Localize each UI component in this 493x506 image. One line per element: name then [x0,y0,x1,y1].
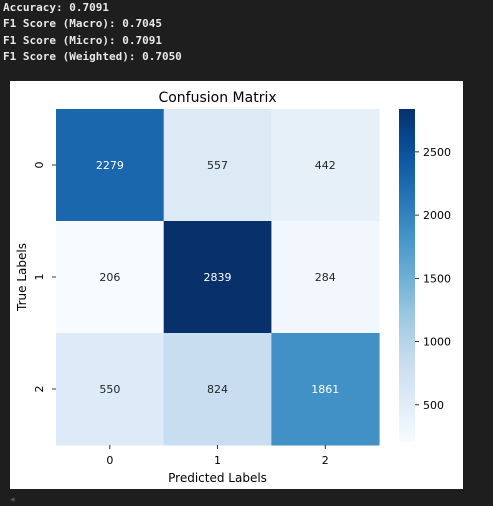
heatmap-cell [271,109,380,222]
cell-value-label: 557 [207,159,228,172]
x-tick-label: 2 [322,454,329,467]
colorbar [399,109,415,442]
colorbar-tick-label: 2000 [423,209,451,222]
heatmap-cell [163,333,272,446]
heatmap-cell [56,221,165,334]
confusion-matrix-figure: Confusion Matrix 2279 557 442 206 2839 284 550 8… [10,81,463,489]
cell-value-label: 442 [315,159,336,172]
heatmap-cell [163,221,272,334]
y-tick-label: 1 [33,274,46,281]
colorbar-tick-label: 500 [423,399,444,412]
colorbar-tick-label: 1000 [423,336,451,349]
x-tick-label: 1 [214,454,221,467]
cell-value-label: 2839 [204,271,232,284]
output-console: Accuracy: 0.7091 F1 Score (Macro): 0.704… [3,0,483,65]
accuracy-line: Accuracy: 0.7091 [3,1,109,14]
y-tick-label: 2 [33,386,46,393]
y-tick-label: 0 [33,162,46,169]
f1-micro-line: F1 Score (Micro): 0.7091 [3,33,162,47]
colorbar-tick-label: 2500 [423,146,451,159]
scroll-left-icon[interactable]: ◂ [10,495,15,505]
f1-weighted-line: F1 Score (Weighted): 0.7050 [3,49,182,63]
f1-macro-line: F1 Score (Macro): 0.7045 [3,17,162,31]
heatmap-cell [271,333,380,446]
heatmap-cell [56,109,165,222]
heatmap-cell [271,221,380,334]
cell-value-label: 284 [315,271,336,284]
heatmap-cell [163,109,272,222]
confusion-matrix-chart: Confusion Matrix 2279 557 442 206 2839 284 550 8… [15,90,451,485]
chart-title: Confusion Matrix [158,90,276,106]
x-tick-label: 0 [106,454,113,467]
cell-value-label: 2279 [96,159,124,172]
cell-value-label: 824 [207,383,228,396]
cell-value-label: 206 [99,271,120,284]
colorbar-tick-label: 1500 [423,272,451,285]
y-axis-label: True Labels [15,243,29,312]
cell-value-label: 1861 [311,383,339,396]
heatmap-cell [56,333,165,446]
cell-value-label: 550 [99,383,120,396]
x-axis-label: Predicted Labels [168,471,267,485]
